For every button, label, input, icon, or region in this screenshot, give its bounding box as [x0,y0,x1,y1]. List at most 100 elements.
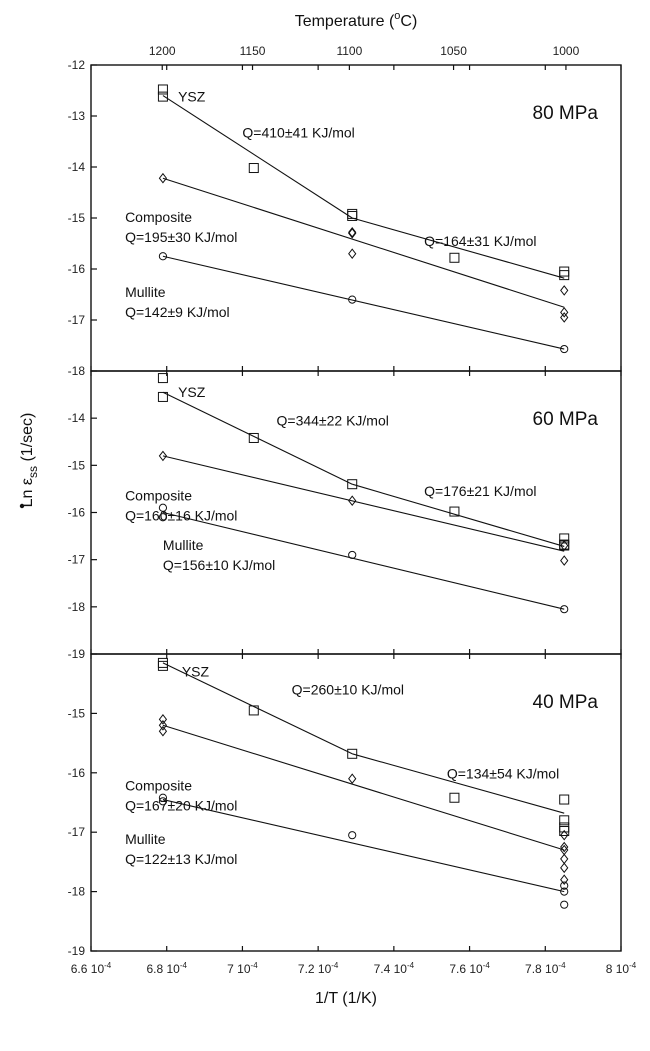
square-marker [559,794,570,805]
panel-frame [90,653,622,952]
x-tick-exponent: -4 [104,961,112,970]
x-tick-exponent: -4 [558,961,566,970]
ysz-fit-line [162,662,353,755]
y-axis-title-dot [19,503,25,509]
x-tick-label: 7 10-4 [227,961,258,976]
annotation: Mullite Q=122±13 KJ/mol [125,831,237,867]
x-tick-label: 7.2 10-4 [298,961,339,976]
mullite-fit-line [162,255,565,350]
square-marker [347,210,358,221]
square-marker [157,373,168,384]
annotation-line: Composite [125,209,192,225]
square-marker [157,660,168,671]
ysz-fit-line [352,483,565,547]
diamond-marker [560,540,569,551]
square-marker [449,506,460,517]
annotation-line: Composite [125,778,192,794]
annotation: Q=164±31 KJ/mol [424,233,536,249]
x-tick-exponent: -4 [483,961,491,970]
y-tick-label: -18 [68,885,86,899]
ysz-fit-line [162,391,353,485]
diamond-marker [158,450,168,462]
top-tick-label: 1200 [149,44,176,58]
annotation-line: YSZ [178,384,206,400]
x-tick-exponent: -4 [331,961,339,970]
y-tick-label: -14 [68,160,86,174]
series-composite [158,172,569,323]
panel-2: -14 -15 -16 -17 -18 -19 YSZ Q=344±22 KJ/mol Comp… [68,370,622,661]
x-tick-mantissa: 7.2 10 [298,962,332,976]
top-tick-label: 1000 [553,44,580,58]
y-tick-label: -18 [68,600,86,614]
top-axis-title-sup: o [394,10,400,22]
y-tick-label: -13 [68,109,86,123]
y-tick-label: -16 [68,262,86,276]
x-tick-exponent: -4 [180,961,188,970]
bottom-inverse-temperature-axis: 6.6 10-4 6.8 10-4 7 10-4 7.2 10-4 7.4 10-4 7.… [71,961,637,1007]
top-axis-title: Temperature (oC) [295,10,418,30]
composite-fit-line [162,177,565,308]
annotation: YSZ [178,89,206,105]
ysz-fit-line [162,95,353,219]
y-tick-label: -17 [68,553,86,567]
y-tick-label: -15 [68,211,86,225]
circle-marker [348,550,357,560]
mullite-fit-line [162,511,565,610]
composite-fit-line [162,455,565,552]
top-temperature-axis: Temperature (oC) 1200 1150 1100 1050 1000 [149,10,580,70]
diamond-marker [560,841,569,853]
annotation: YSZ [178,384,206,400]
annotation-line: Q=195±30 KJ/mol [125,229,237,245]
x-tick-label: 6.8 10-4 [146,961,187,976]
diamond-marker [348,227,357,239]
annotation: Mullite Q=156±10 KJ/mol [163,537,275,573]
annotation-line: Q=176±21 KJ/mol [424,483,536,499]
ysz-fit-line [352,217,565,279]
x-tick-exponent: -4 [629,961,637,970]
diamond-marker [560,307,569,318]
annotation-line: Q=260±10 KJ/mol [292,681,404,697]
circle-marker [560,605,569,614]
square-marker [559,826,570,837]
square-marker [157,91,168,102]
y-axis-title: Ln εss (1/sec) [19,413,40,508]
diamond-marker [560,312,569,323]
x-tick-exponent: -4 [407,961,415,970]
x-tick-mantissa: 6.8 10 [146,962,180,976]
square-marker [157,84,168,95]
diamond-marker [560,555,569,566]
x-tick-label: 7.6 10-4 [449,961,490,976]
top-tick-label: 1050 [440,44,467,58]
circle-marker [560,881,569,890]
annotation: Composite Q=167±20 KJ/mol [125,778,237,814]
diamond-marker [348,495,357,507]
square-marker [157,391,168,402]
annotation-line: Q=134±54 KJ/mol [447,766,559,782]
series-ysz [157,657,570,837]
series-mullite [158,252,569,354]
x-tick-label: 7.8 10-4 [525,961,566,976]
y-tick-label: -19 [68,647,86,661]
diamond-marker [348,773,357,785]
square-marker [559,266,570,277]
diamond-marker [158,719,168,731]
x-tick-mantissa: 8 10 [606,962,630,976]
diamond-marker [158,714,168,725]
x-tick-mantissa: 7.4 10 [374,962,408,976]
annotation: Q=410±41 KJ/mol [242,124,354,140]
y-tick-label: -12 [68,58,86,72]
circle-marker [348,295,357,304]
x-tick-mantissa: 6.6 10 [71,962,105,976]
annotation-line: YSZ [178,89,206,105]
circle-marker [158,513,168,522]
circle-marker [158,252,168,261]
square-marker [347,748,358,759]
x-tick-label: 8 10-4 [606,961,637,976]
composite-fit-line [162,724,565,851]
top-tick-label: 1100 [336,44,362,58]
circle-marker [560,344,569,354]
square-marker [347,208,358,219]
annotation-line: Composite [125,488,192,504]
y-tick-label: -16 [68,766,86,780]
